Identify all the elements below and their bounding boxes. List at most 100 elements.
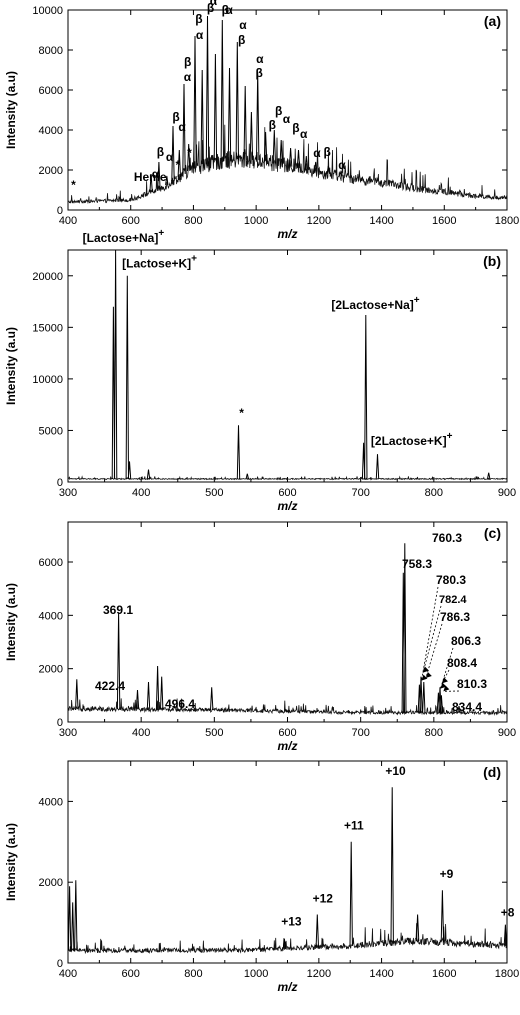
spectrum-peak	[75, 679, 79, 709]
spectrum-peak	[422, 681, 426, 713]
spectrum-peak	[74, 880, 78, 951]
x-tick-label: 400	[59, 215, 77, 227]
spectrum-peak	[375, 454, 380, 479]
peak-mz-label: 760.3	[432, 531, 462, 545]
x-tick-label: 300	[59, 727, 77, 739]
peak-annotation: β	[324, 145, 331, 159]
y-tick-label: 20000	[32, 271, 63, 283]
panel-label: (c)	[484, 525, 501, 541]
spectrum-peak	[68, 886, 72, 951]
spectrum-trace	[68, 923, 507, 955]
panel-label: (b)	[483, 253, 501, 269]
spectrum-peak	[125, 275, 129, 479]
y-tick-label: 4000	[39, 125, 63, 137]
x-tick-label: 600	[278, 487, 296, 499]
spectrum-peak	[272, 129, 276, 164]
x-tick-label: 500	[205, 727, 223, 739]
spectrum-peak	[149, 173, 153, 193]
spectrum-peak	[263, 131, 268, 162]
spectrum-peak	[282, 938, 287, 949]
spectrum-peak	[200, 69, 204, 166]
peak-annotation: β	[275, 104, 282, 118]
peak-annotation: Heme	[134, 170, 167, 184]
spectrum-peak	[135, 689, 140, 710]
peak-annotation: β	[207, 1, 214, 15]
y-axis-label: Intensity (a.u)	[4, 823, 18, 901]
peak-mz-label: 369.1	[103, 603, 133, 617]
peak-mz-label: 758.3	[402, 557, 432, 571]
spectrum-peak	[205, 15, 210, 165]
spectrum-peak	[315, 914, 319, 948]
peak-annotation: α	[152, 167, 160, 181]
spectrum-peak	[157, 161, 161, 190]
y-axis-label: Intensity (a.u)	[4, 71, 18, 149]
peak-mz-label: 806.3	[451, 634, 481, 648]
spectrum-peak	[193, 35, 197, 168]
peak-annotation: β	[238, 33, 245, 47]
y-axis-label: Intensity (a.u)	[4, 583, 18, 661]
peak-annotation: β	[195, 12, 202, 26]
peak-annotation: +12	[313, 891, 334, 905]
spectrum-peak	[339, 170, 343, 177]
peak-mz-label: 786.3	[440, 610, 470, 624]
spectrum-peak	[503, 924, 507, 946]
spectrum-peak	[113, 250, 118, 479]
peak-annotation: α	[225, 3, 233, 17]
peak-mz-label: 808.4	[447, 656, 477, 670]
x-tick-label: 1000	[244, 968, 268, 980]
spectrum-peak	[390, 787, 394, 943]
y-tick-label: 8000	[39, 45, 63, 57]
peak-annotation: α	[178, 120, 186, 134]
x-tick-label: 1200	[307, 968, 331, 980]
peak-mz-label: 834.4	[452, 700, 482, 714]
peak-annotation: +11	[344, 819, 364, 833]
x-tick-label: 300	[59, 487, 77, 499]
spectrum-peak	[440, 890, 445, 943]
peak-mz-label: 782.4	[439, 594, 467, 606]
x-tick-label: 1800	[495, 215, 519, 227]
peak-annotation: α	[166, 150, 174, 164]
panel-label: (a)	[484, 13, 501, 29]
y-tick-label: 10000	[32, 374, 63, 386]
x-tick-label: 600	[278, 727, 296, 739]
y-tick-label: 0	[57, 958, 63, 970]
spectrum-peak	[256, 71, 260, 161]
peak-annotation: +9	[440, 867, 454, 881]
leader-line	[421, 586, 439, 681]
x-axis-label: m/z	[277, 499, 297, 513]
spectrum-peak	[457, 705, 461, 713]
peak-annotation: [Lactose+K]+	[122, 254, 197, 271]
spectrum-peak	[71, 902, 75, 951]
y-tick-label: 0	[57, 477, 63, 489]
x-tick-label: 700	[351, 727, 369, 739]
spectrum-peak	[177, 149, 181, 178]
x-tick-label: 600	[122, 968, 140, 980]
x-tick-label: 700	[351, 487, 369, 499]
x-tick-label: 1000	[244, 215, 268, 227]
leader-line	[425, 623, 443, 679]
spectrum-peak	[116, 612, 121, 710]
y-tick-label: 2000	[39, 165, 63, 177]
x-axis-label: m/z	[277, 980, 297, 994]
spectrum-peak	[243, 85, 247, 161]
spectrum-peak	[326, 165, 330, 174]
spectrum-peak	[296, 149, 301, 169]
spectrum-peak	[165, 175, 169, 186]
arrow-head	[443, 685, 450, 692]
y-tick-label: 15000	[32, 322, 63, 334]
spectrum-peak	[187, 143, 191, 172]
spectrum-peak	[245, 473, 249, 480]
x-axis-label: m/z	[277, 739, 297, 753]
peak-annotation: β	[184, 55, 191, 69]
spectrum-peak	[419, 676, 423, 713]
y-tick-label: 10000	[32, 5, 63, 17]
peak-annotation: *	[239, 406, 244, 420]
x-tick-label: 500	[205, 487, 223, 499]
peak-annotation: β	[172, 110, 179, 124]
x-tick-label: 800	[425, 487, 443, 499]
x-tick-label: 900	[498, 487, 516, 499]
x-tick-label: 400	[132, 727, 150, 739]
leader-line	[422, 605, 442, 673]
spectrum-peak	[155, 665, 160, 710]
